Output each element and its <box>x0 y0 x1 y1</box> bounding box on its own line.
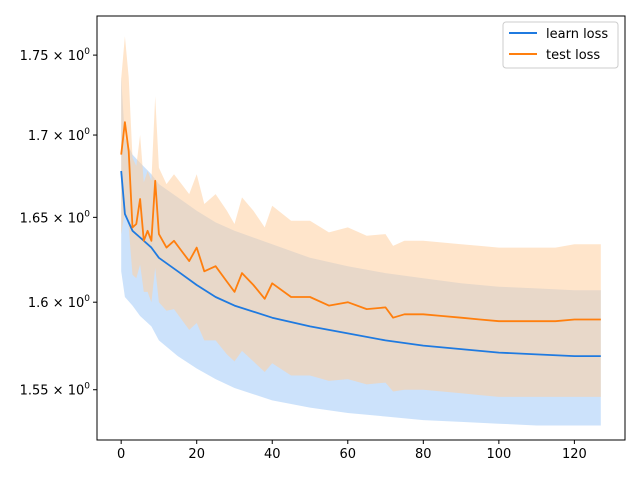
test-loss-band <box>121 36 601 397</box>
legend: learn loss test loss <box>502 21 619 69</box>
x-tick-label: 100 <box>486 447 511 462</box>
series-lines <box>120 121 601 358</box>
plot-frame <box>96 15 626 441</box>
legend-label-test-loss: test loss <box>546 48 600 63</box>
x-tick-label: 80 <box>415 447 432 462</box>
x-tick-label: 60 <box>340 447 357 462</box>
x-tick-label: 120 <box>562 447 587 462</box>
legend-label-learn-loss: learn loss <box>546 27 608 42</box>
y-tick-label: 1.75 × 100 <box>20 47 91 64</box>
y-tick-label: 1.55 × 100 <box>20 382 91 399</box>
y-tick-label: 1.65 × 100 <box>20 209 91 226</box>
test-loss-line <box>120 121 601 323</box>
confidence-bands <box>121 36 601 426</box>
y-axis-ticks: 1.55 × 100 1.6 × 100 1.65 × 100 1.7 × 100 1.… <box>20 47 97 399</box>
x-tick-label: 20 <box>188 447 205 462</box>
x-tick-label: 40 <box>264 447 281 462</box>
x-axis-ticks: 0 20 40 60 80 100 120 <box>117 440 587 462</box>
y-tick-label: 1.6 × 100 <box>28 294 90 311</box>
y-tick-label: 1.7 × 100 <box>28 127 90 144</box>
learn-loss-line <box>120 170 601 358</box>
x-tick-label: 0 <box>117 447 125 462</box>
